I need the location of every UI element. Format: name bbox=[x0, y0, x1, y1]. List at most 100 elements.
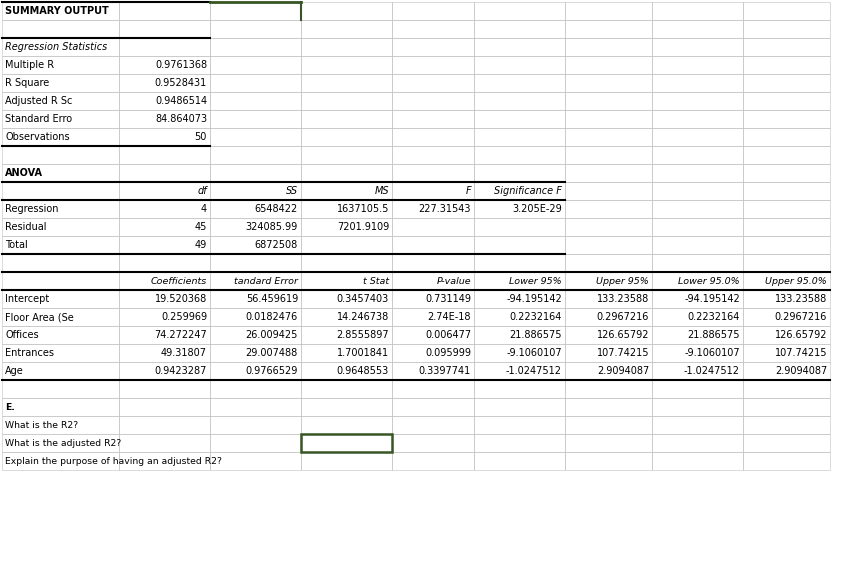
Bar bbox=[2, 20, 119, 38]
Text: 2.74E-18: 2.74E-18 bbox=[427, 312, 471, 322]
Bar bbox=[565, 74, 652, 92]
Text: 0.2967216: 0.2967216 bbox=[774, 312, 827, 322]
Bar bbox=[474, 236, 565, 254]
Text: Upper 95.0%: Upper 95.0% bbox=[766, 277, 827, 285]
Bar bbox=[210, 38, 301, 56]
Text: 0.9423287: 0.9423287 bbox=[154, 366, 207, 376]
Bar bbox=[2, 362, 119, 380]
Bar bbox=[2, 254, 119, 272]
Bar bbox=[119, 308, 210, 326]
Bar bbox=[474, 326, 565, 344]
Bar bbox=[119, 434, 210, 452]
Bar bbox=[210, 236, 301, 254]
Bar bbox=[474, 254, 565, 272]
Bar bbox=[210, 110, 301, 128]
Text: Explain the purpose of having an adjusted R2?: Explain the purpose of having an adjuste… bbox=[5, 456, 222, 466]
Bar bbox=[565, 452, 652, 470]
Text: F: F bbox=[466, 186, 471, 196]
Bar bbox=[474, 2, 565, 20]
Bar bbox=[2, 326, 119, 344]
Text: SUMMARY OUTPUT: SUMMARY OUTPUT bbox=[5, 6, 108, 16]
Text: -9.1060107: -9.1060107 bbox=[684, 348, 740, 358]
Text: 126.65792: 126.65792 bbox=[596, 330, 649, 340]
Text: 2.9094087: 2.9094087 bbox=[775, 366, 827, 376]
Bar bbox=[301, 236, 392, 254]
Bar bbox=[301, 416, 392, 434]
Bar bbox=[392, 344, 474, 362]
Text: 26.009425: 26.009425 bbox=[245, 330, 298, 340]
Bar bbox=[474, 290, 565, 308]
Bar bbox=[474, 38, 565, 56]
Bar bbox=[392, 92, 474, 110]
Bar bbox=[392, 200, 474, 218]
Bar bbox=[301, 182, 392, 200]
Bar bbox=[743, 92, 830, 110]
Text: Age: Age bbox=[5, 366, 23, 376]
Bar bbox=[210, 452, 301, 470]
Text: Regression: Regression bbox=[5, 204, 58, 214]
Bar bbox=[210, 290, 301, 308]
Text: 107.74215: 107.74215 bbox=[596, 348, 649, 358]
Bar bbox=[210, 254, 301, 272]
Text: 0.9528431: 0.9528431 bbox=[154, 78, 207, 88]
Text: 0.9766529: 0.9766529 bbox=[245, 366, 298, 376]
Bar bbox=[743, 74, 830, 92]
Text: Regression Statistics: Regression Statistics bbox=[5, 42, 108, 52]
Bar bbox=[565, 20, 652, 38]
Bar bbox=[2, 56, 119, 74]
Bar bbox=[119, 182, 210, 200]
Bar bbox=[474, 380, 565, 398]
Bar bbox=[743, 182, 830, 200]
Bar bbox=[119, 128, 210, 146]
Bar bbox=[474, 434, 565, 452]
Bar bbox=[210, 92, 301, 110]
Bar bbox=[210, 56, 301, 74]
Bar bbox=[119, 416, 210, 434]
Text: 1.7001841: 1.7001841 bbox=[337, 348, 389, 358]
Bar bbox=[392, 452, 474, 470]
Bar bbox=[565, 218, 652, 236]
Bar bbox=[2, 146, 119, 164]
Bar bbox=[565, 272, 652, 290]
Bar bbox=[652, 398, 743, 416]
Bar bbox=[392, 380, 474, 398]
Bar bbox=[392, 272, 474, 290]
Bar bbox=[474, 20, 565, 38]
Bar bbox=[652, 164, 743, 182]
Bar bbox=[392, 218, 474, 236]
Text: -1.0247512: -1.0247512 bbox=[684, 366, 740, 376]
Bar bbox=[2, 380, 119, 398]
Bar bbox=[392, 56, 474, 74]
Bar bbox=[474, 164, 565, 182]
Bar bbox=[474, 308, 565, 326]
Bar bbox=[119, 236, 210, 254]
Bar bbox=[119, 38, 210, 56]
Bar bbox=[392, 236, 474, 254]
Bar bbox=[2, 434, 119, 452]
Text: t Stat: t Stat bbox=[363, 277, 389, 285]
Text: 2.8555897: 2.8555897 bbox=[336, 330, 389, 340]
Text: Offices: Offices bbox=[5, 330, 39, 340]
Bar bbox=[2, 92, 119, 110]
Bar bbox=[743, 128, 830, 146]
Bar bbox=[652, 20, 743, 38]
Text: E.: E. bbox=[5, 402, 15, 411]
Bar bbox=[301, 74, 392, 92]
Text: Lower 95%: Lower 95% bbox=[510, 277, 562, 285]
Bar bbox=[392, 416, 474, 434]
Bar bbox=[565, 56, 652, 74]
Bar bbox=[2, 218, 119, 236]
Text: 0.3457403: 0.3457403 bbox=[336, 294, 389, 304]
Text: Coefficients: Coefficients bbox=[151, 277, 207, 285]
Bar bbox=[2, 290, 119, 308]
Bar bbox=[474, 110, 565, 128]
Bar bbox=[210, 2, 301, 20]
Bar bbox=[565, 110, 652, 128]
Bar bbox=[392, 38, 474, 56]
Bar bbox=[652, 326, 743, 344]
Bar bbox=[652, 236, 743, 254]
Bar bbox=[210, 272, 301, 290]
Text: 107.74215: 107.74215 bbox=[774, 348, 827, 358]
Bar bbox=[301, 434, 392, 452]
Bar bbox=[474, 200, 565, 218]
